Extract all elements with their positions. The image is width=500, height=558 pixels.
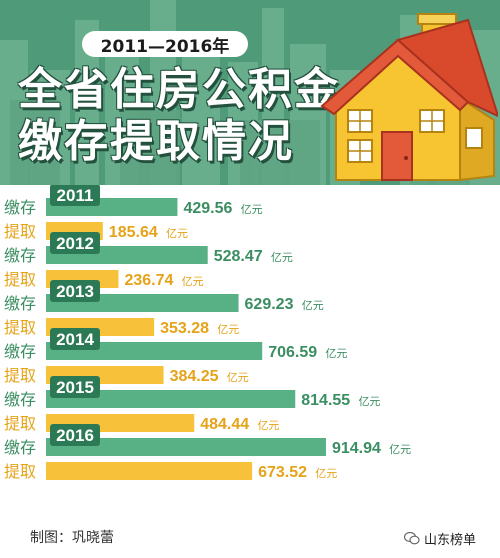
year-label-2014: 2014 [56,330,94,349]
brand-name: 山东榜单 [424,533,477,548]
bar-chart: 缴存 429.56 亿元 提取 185.64 亿元 2011 缴存 528.47 亿元 提取 236.… [0,185,500,525]
unit-label-withdraw-2015: 亿元 [257,419,279,432]
unit-label-deposit-2016: 亿元 [389,443,411,456]
unit-label-deposit-2012: 亿元 [271,251,293,264]
unit-label-withdraw-2014: 亿元 [227,371,249,384]
value-label-withdraw-2014: 384.25 [170,368,219,385]
value-label-deposit-2016: 914.94 [332,440,381,457]
year-label-2016: 2016 [56,426,94,445]
bar-withdraw-2016 [46,462,253,480]
year-label-2015: 2015 [56,378,94,397]
value-label-withdraw-2013: 353.28 [160,320,209,337]
value-label-deposit-2014: 706.59 [268,344,317,361]
row-label-withdraw-2015: 提取 [4,414,36,433]
value-label-deposit-2012: 528.47 [214,248,263,265]
wechat-icon [404,532,420,545]
row-label-withdraw-2014: 提取 [4,366,36,385]
unit-label-deposit-2015: 亿元 [358,395,380,408]
year-tag-2013 [50,280,100,302]
page-title-line1: 全省住房公积金 [18,64,340,115]
page-title-line2: 缴存提取情况 [18,116,294,167]
years-pill: 2011—2016年 [82,31,248,57]
year-tag-2015 [50,376,100,398]
header-banner: 2011—2016年 全省住房公积金 缴存提取情况 [0,0,500,185]
row-label-withdraw-2013: 提取 [4,318,36,337]
years-pill-text: 2011—2016年 [100,36,230,57]
bar-deposit-2014 [46,342,263,360]
value-label-withdraw-2016: 673.52 [258,464,307,481]
value-label-deposit-2015: 814.55 [301,392,350,409]
row-label-withdraw-2016: 提取 [4,462,36,481]
year-label-2012: 2012 [56,234,94,253]
value-label-deposit-2011: 429.56 [183,200,232,217]
year-tag-2011 [50,185,100,206]
row-label-deposit-2016: 缴存 [4,438,36,457]
unit-label-deposit-2013: 亿元 [302,299,324,312]
unit-label-deposit-2011: 亿元 [241,203,263,216]
value-label-withdraw-2011: 185.64 [109,224,158,241]
year-label-2013: 2013 [56,282,94,301]
row-label-withdraw-2012: 提取 [4,270,36,289]
row-label-deposit-2014: 缴存 [4,342,36,361]
bar-deposit-2016 [46,438,326,456]
value-label-deposit-2013: 629.23 [245,296,294,313]
house-icon [320,13,498,182]
unit-label-withdraw-2013: 亿元 [217,323,239,336]
year-tag-2012 [50,232,100,254]
year-label-2011: 2011 [57,186,94,205]
row-label-withdraw-2011: 提取 [4,222,36,241]
year-tag-2014 [50,328,100,350]
row-label-deposit-2012: 缴存 [4,246,36,265]
bar-deposit-2015 [46,390,296,408]
value-label-withdraw-2012: 236.74 [124,272,173,289]
row-label-deposit-2015: 缴存 [4,390,36,409]
row-label-deposit-2013: 缴存 [4,294,36,313]
chart-credit: 制图：巩晓蕾 [30,530,114,546]
value-label-withdraw-2015: 484.44 [200,416,249,433]
unit-label-withdraw-2016: 亿元 [315,467,337,480]
unit-label-withdraw-2011: 亿元 [166,227,188,240]
unit-label-withdraw-2012: 亿元 [182,275,204,288]
unit-label-deposit-2014: 亿元 [325,347,347,360]
row-label-deposit-2011: 缴存 [4,198,36,217]
brand-watermark: 山东榜单 [404,529,476,548]
year-tag-2016 [50,424,100,446]
